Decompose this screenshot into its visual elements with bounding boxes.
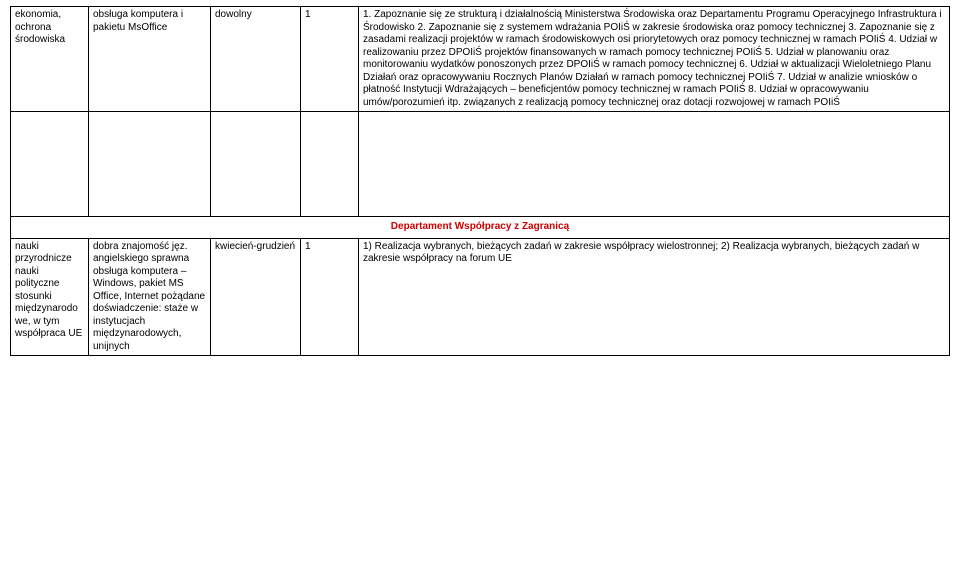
cell-period: kwiecień-grudzień [211,238,301,356]
cell-count: 1 [301,238,359,356]
data-table: ekonomia, ochrona środowiska obsługa kom… [10,6,950,356]
cell-field: nauki przyrodnicze nauki polityczne stos… [11,238,89,356]
empty-cell [359,112,950,217]
section-header-row: Departament Współpracy z Zagranicą [11,217,950,239]
cell-field: ekonomia, ochrona środowiska [11,7,89,112]
empty-cell [11,112,89,217]
empty-cell [301,112,359,217]
document-page: ekonomia, ochrona środowiska obsługa kom… [0,0,960,362]
empty-cell [89,112,211,217]
cell-tasks: 1. Zapoznanie się ze strukturą i działal… [359,7,950,112]
table-row: nauki przyrodnicze nauki polityczne stos… [11,238,950,356]
spacer-row [11,112,950,217]
cell-period: dowolny [211,7,301,112]
empty-cell [211,112,301,217]
table-row: ekonomia, ochrona środowiska obsługa kom… [11,7,950,112]
cell-count: 1 [301,7,359,112]
cell-tasks: 1) Realizacja wybranych, bieżących zadań… [359,238,950,356]
cell-skills: dobra znajomość jęz. angielskiego sprawn… [89,238,211,356]
cell-skills: obsługa komputera i pakietu MsOffice [89,7,211,112]
section-header: Departament Współpracy z Zagranicą [11,217,950,239]
